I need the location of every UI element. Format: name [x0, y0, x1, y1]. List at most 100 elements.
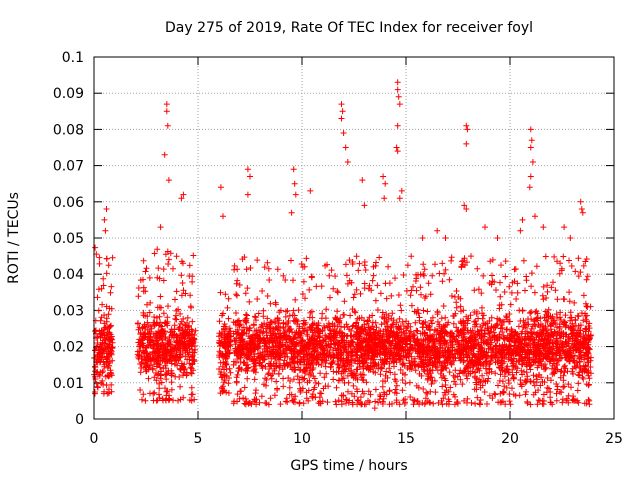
y-tick-label: 0.03 — [53, 303, 84, 319]
data-point — [153, 357, 160, 364]
data-point — [493, 287, 499, 293]
data-point — [138, 361, 145, 368]
data-point — [330, 285, 337, 292]
data-point — [139, 324, 146, 331]
data-point — [182, 290, 189, 297]
data-point — [176, 374, 183, 380]
data-point — [226, 375, 232, 381]
data-point — [151, 250, 158, 257]
grid — [94, 57, 614, 419]
data-point — [108, 388, 115, 395]
y-tick-label: 0.06 — [53, 195, 84, 211]
data-point — [158, 368, 165, 375]
data-point — [290, 376, 297, 383]
data-point — [560, 384, 567, 391]
data-point — [153, 350, 160, 357]
data-point — [168, 386, 175, 393]
data-point — [244, 312, 250, 319]
data-point — [177, 383, 184, 390]
x-tick-label: 15 — [397, 431, 415, 447]
data-point — [347, 312, 354, 319]
data-point — [399, 387, 406, 394]
data-point — [108, 322, 114, 329]
data-point — [137, 369, 144, 376]
data-point — [95, 286, 102, 293]
data-point — [144, 319, 151, 326]
data-point — [191, 358, 198, 365]
data-point — [447, 384, 454, 391]
data-point — [92, 368, 99, 375]
data-point — [151, 389, 158, 396]
data-point — [155, 354, 162, 361]
data-point — [489, 272, 495, 279]
data-point — [479, 304, 485, 311]
data-point — [486, 318, 493, 324]
data-point — [408, 253, 415, 260]
data-point — [481, 389, 488, 395]
data-point — [226, 332, 233, 339]
data-point — [366, 282, 373, 289]
data-point — [558, 317, 564, 323]
data-point — [264, 293, 271, 299]
data-point — [99, 301, 106, 308]
data-point — [178, 272, 185, 279]
data-point — [280, 383, 287, 390]
data-point — [382, 320, 388, 326]
data-point — [172, 296, 178, 303]
data-point — [142, 345, 149, 351]
data-point — [480, 339, 487, 346]
data-point — [144, 326, 151, 333]
data-point — [454, 400, 461, 407]
data-point — [377, 371, 384, 378]
data-point — [158, 323, 165, 330]
data-point — [154, 246, 161, 253]
data-point — [189, 391, 196, 398]
data-point — [154, 335, 161, 342]
data-point — [147, 299, 154, 306]
data-point — [101, 361, 108, 368]
data-point — [170, 353, 177, 360]
x-tick-label: 10 — [293, 431, 311, 447]
data-point — [168, 379, 175, 386]
data-point — [446, 276, 453, 283]
y-tick-label: 0.1 — [62, 50, 84, 66]
data-point — [109, 345, 116, 351]
data-point — [156, 385, 163, 392]
data-point — [146, 309, 153, 316]
data-point — [397, 302, 404, 309]
data-point — [346, 277, 353, 284]
data-point — [413, 287, 420, 294]
data-point — [173, 288, 180, 295]
data-point — [355, 267, 362, 274]
data-point — [141, 354, 148, 361]
data-point — [140, 257, 147, 264]
data-point — [157, 319, 164, 326]
data-point — [160, 397, 166, 404]
data-point — [104, 354, 111, 361]
data-point — [142, 312, 149, 319]
data-point — [97, 317, 104, 324]
data-point — [149, 366, 156, 373]
data-point — [159, 339, 166, 346]
data-point — [98, 330, 105, 337]
data-point — [162, 346, 169, 353]
data-point — [165, 368, 172, 374]
data-point — [385, 316, 392, 323]
data-point — [172, 315, 179, 322]
data-point — [151, 361, 157, 368]
data-point — [222, 372, 229, 378]
data-point — [421, 266, 428, 273]
data-point — [186, 262, 193, 269]
data-point — [156, 329, 163, 336]
data-point — [217, 390, 224, 397]
data-point — [187, 369, 194, 376]
data-point — [151, 314, 158, 320]
data-point — [97, 358, 104, 365]
data-point — [176, 324, 183, 331]
data-point — [177, 396, 184, 403]
data-point — [99, 353, 106, 360]
data-point — [164, 388, 171, 395]
data-point — [182, 353, 189, 360]
data-point — [147, 341, 154, 348]
data-point — [148, 325, 155, 332]
